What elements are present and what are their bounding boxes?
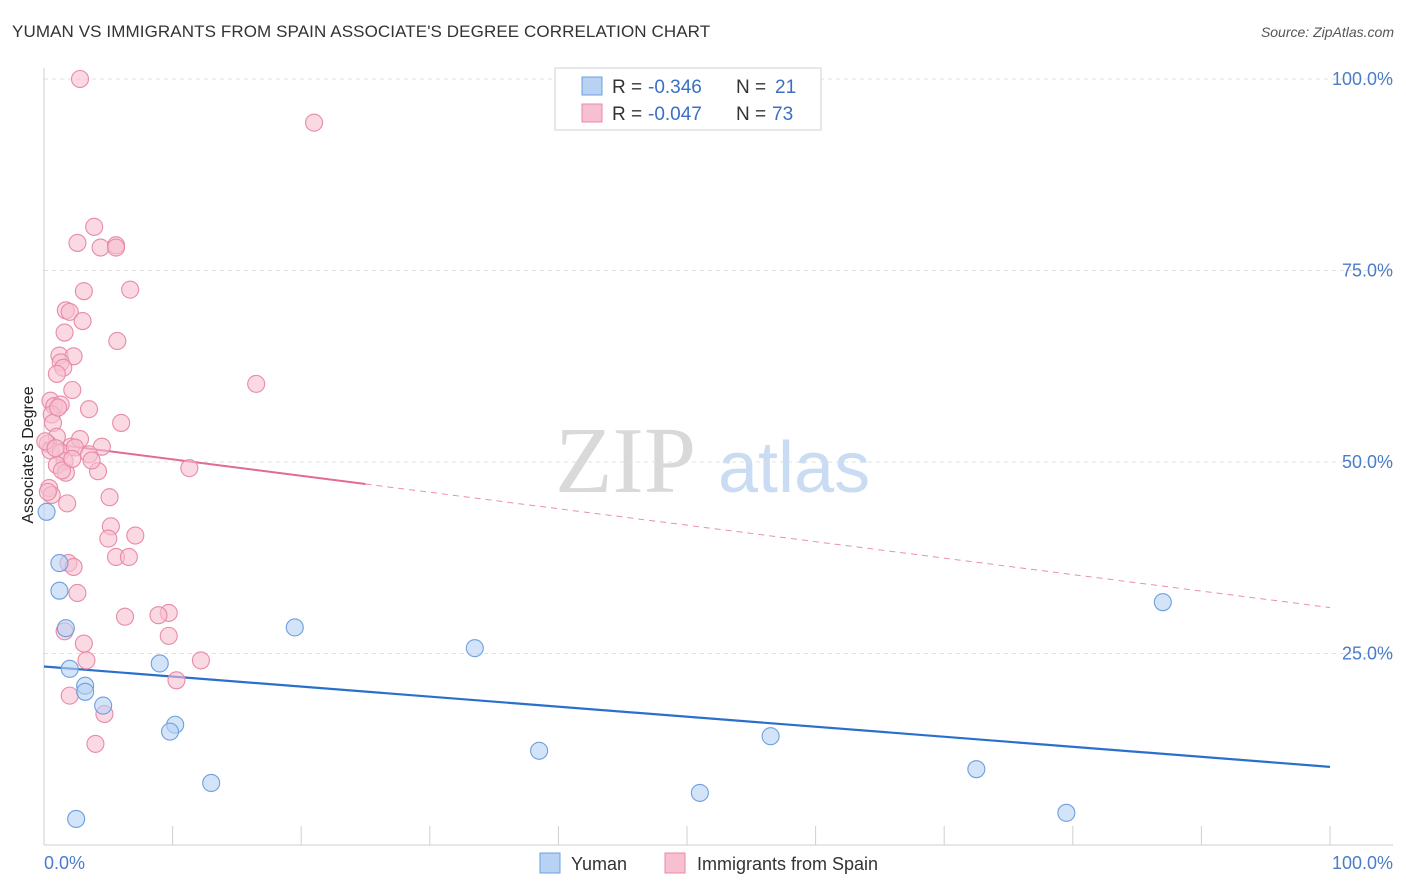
- correlation-legend: R = -0.346 N = 21 R = -0.047 N = 73: [554, 67, 822, 131]
- point-spain-1: [305, 113, 324, 132]
- series-legend-label-spain: Immigrants from Spain: [697, 854, 878, 874]
- source-label: Source: ZipAtlas.com: [1260, 24, 1394, 40]
- point-yuman-3: [56, 619, 75, 638]
- legend-n-label-yuman: N =: [736, 77, 766, 98]
- point-yuman-17: [761, 727, 780, 746]
- point-spain-4: [91, 238, 110, 257]
- point-yuman-18: [967, 760, 986, 779]
- series-legend-swatch-spain: [664, 852, 686, 874]
- point-spain-70: [49, 398, 68, 417]
- point-yuman-9: [150, 654, 169, 673]
- point-spain-60: [77, 651, 96, 670]
- y-tick-label-3: 100.0%: [1332, 69, 1393, 89]
- point-spain-62: [167, 671, 186, 690]
- point-yuman-1: [50, 554, 69, 573]
- point-spain-68: [46, 439, 65, 458]
- point-spain-0: [70, 69, 90, 89]
- point-spain-44: [100, 488, 119, 507]
- point-spain-63: [60, 686, 79, 705]
- point-spain-8: [121, 280, 140, 299]
- legend-swatch-spain: [581, 103, 603, 123]
- legend-n-label-spain: N =: [736, 104, 766, 125]
- trend-line-dashed-1: [365, 483, 1331, 609]
- y-tick-label-1: 50.0%: [1342, 452, 1393, 472]
- gridlines: [44, 78, 1393, 654]
- point-spain-65: [86, 734, 105, 753]
- point-spain-7: [74, 282, 93, 301]
- point-yuman-4: [60, 659, 79, 678]
- point-spain-11: [73, 312, 92, 331]
- point-yuman-8: [67, 809, 86, 829]
- point-yuman-6: [76, 682, 95, 701]
- point-spain-58: [74, 634, 93, 653]
- point-spain-67: [52, 461, 72, 480]
- point-spain-3: [68, 233, 87, 252]
- axis-ticks: 25.0% 50.0% 75.0% 100.0%: [43, 69, 1393, 845]
- legend-r-value-spain: -0.047: [648, 104, 702, 125]
- legend-r-label-yuman: R =: [612, 77, 642, 98]
- point-yuman-16: [690, 783, 709, 802]
- point-spain-56: [149, 606, 168, 625]
- point-spain-72: [38, 482, 57, 501]
- point-spain-69: [63, 449, 82, 468]
- chart-title: YUMAN VS IMMIGRANTS FROM SPAIN ASSOCIATE…: [12, 22, 711, 41]
- point-spain-13: [108, 331, 127, 351]
- point-spain-55: [115, 607, 135, 626]
- y-tick-label-2: 75.0%: [1342, 261, 1393, 281]
- point-spain-61: [191, 651, 210, 670]
- point-spain-39: [180, 459, 199, 478]
- legend-n-value-yuman: 21: [775, 77, 796, 98]
- point-yuman-19: [1057, 803, 1076, 822]
- point-yuman-14: [465, 639, 484, 658]
- point-spain-10: [60, 302, 79, 321]
- legend-n-value-spain: 73: [772, 104, 793, 125]
- point-yuman-13: [285, 618, 304, 637]
- point-spain-59: [159, 626, 178, 645]
- point-spain-20: [63, 380, 82, 400]
- series-legend-label-yuman: Yuman: [571, 854, 627, 874]
- point-spain-2: [85, 217, 104, 236]
- point-yuman-7: [94, 696, 113, 715]
- trend-line-solid-0: [43, 665, 1331, 768]
- y-tick-label-0: 25.0%: [1342, 644, 1393, 664]
- point-yuman-12: [202, 773, 221, 793]
- point-spain-6: [106, 238, 126, 257]
- point-yuman-0: [37, 502, 56, 521]
- point-yuman-20: [1153, 593, 1172, 612]
- point-spain-12: [55, 323, 74, 342]
- point-spain-50: [119, 547, 138, 567]
- point-spain-45: [58, 494, 77, 513]
- point-spain-47: [126, 526, 145, 545]
- point-spain-53: [68, 583, 87, 603]
- series-legend-swatch-yuman: [539, 852, 561, 874]
- point-yuman-11: [160, 722, 180, 741]
- point-spain-71: [82, 451, 101, 470]
- point-spain-24: [79, 400, 99, 419]
- x-tick-label-max: 100.0%: [1332, 853, 1393, 873]
- series-legend: Yuman Immigrants from Spain: [539, 852, 878, 874]
- point-spain-18: [47, 364, 66, 383]
- data-points: [36, 69, 1172, 829]
- watermark-zip: ZIP: [555, 409, 696, 513]
- point-yuman-2: [50, 581, 69, 600]
- point-yuman-15: [530, 741, 549, 760]
- y-axis-label: Associate's Degree: [20, 386, 37, 523]
- legend-r-label-spain: R =: [612, 104, 642, 125]
- legend-r-value-yuman: -0.346: [648, 77, 702, 98]
- point-spain-27: [112, 413, 131, 432]
- point-spain-48: [99, 529, 118, 548]
- x-tick-label-min: 0.0%: [44, 853, 85, 873]
- legend-swatch-yuman: [581, 76, 603, 96]
- point-spain-19: [247, 374, 266, 393]
- watermark-atlas: atlas: [718, 428, 870, 508]
